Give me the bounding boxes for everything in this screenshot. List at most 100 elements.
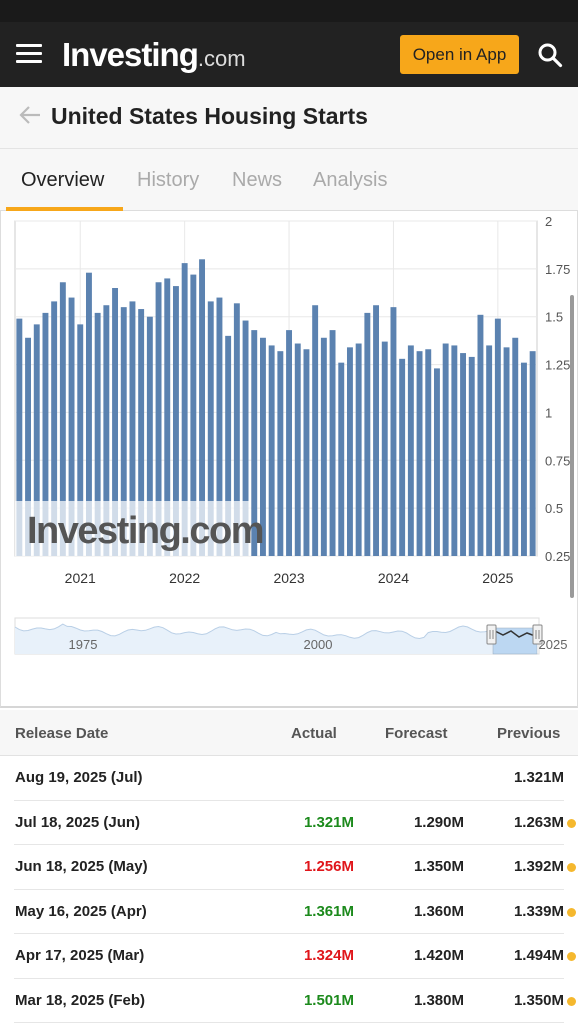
y-tick-label: 2 <box>545 214 552 229</box>
navigator-handle[interactable] <box>532 624 543 645</box>
chart-bar <box>407 345 414 556</box>
watermark-backdrop <box>15 501 251 556</box>
x-tick-label: 2021 <box>65 570 96 586</box>
chart-bar <box>68 297 75 556</box>
hamburger-menu-icon[interactable] <box>16 44 42 64</box>
page-scrollbar[interactable] <box>570 295 574 598</box>
release-date-cell: Apr 17, 2025 (Mar) <box>15 947 145 964</box>
table-row[interactable]: Apr 17, 2025 (Mar) 1.324M 1.420M 1.494M <box>14 934 576 979</box>
y-tick-label: 0.25 <box>545 549 570 564</box>
top-navbar: Investing.com Open in App <box>0 22 578 87</box>
chart-bar <box>520 362 527 556</box>
chart-bar <box>294 343 301 556</box>
x-tick-label: 2024 <box>378 570 409 586</box>
revised-indicator-icon <box>567 818 576 828</box>
table-row[interactable]: Jul 18, 2025 (Jun) 1.321M 1.290M 1.263M <box>14 801 576 845</box>
forecast-cell: 1.420M <box>413 947 464 964</box>
chart-bar <box>346 347 353 556</box>
y-tick-label: 0.75 <box>545 453 570 468</box>
tab-history[interactable]: History <box>137 169 200 191</box>
navigator-label: 2025 <box>539 637 568 652</box>
navigator-area <box>15 624 537 654</box>
chart-bar <box>355 343 362 556</box>
chart-bar <box>477 314 484 556</box>
release-history-table: Release Date Actual Forecast Previous Au… <box>0 710 578 1023</box>
actual-cell: 1.256M <box>303 858 354 875</box>
navigator-handle[interactable] <box>486 624 497 645</box>
chart-bar <box>329 330 336 556</box>
chart-bar <box>77 324 84 556</box>
previous-cell: 1.494M <box>514 947 576 964</box>
forecast-cell: 1.290M <box>413 813 464 831</box>
previous-cell: 1.392M <box>514 858 576 875</box>
chart-bar <box>468 356 475 556</box>
forecast-cell: 1.350M <box>413 858 464 875</box>
header-actual: Actual <box>291 725 337 742</box>
revised-indicator-icon <box>567 952 576 961</box>
chart-bar <box>146 316 153 556</box>
x-tick-label: 2023 <box>273 570 304 586</box>
chart-bar <box>16 318 23 556</box>
back-arrow-icon[interactable] <box>18 103 42 127</box>
search-icon[interactable] <box>537 42 563 68</box>
y-tick-label: 1.25 <box>545 358 570 373</box>
chart-bar <box>320 337 327 556</box>
actual-cell: 1.361M <box>303 902 354 920</box>
chart-bar <box>233 303 240 556</box>
chart-bar <box>338 362 345 556</box>
logo-text: Investing <box>62 36 199 73</box>
chart-bar <box>85 272 92 556</box>
logo-suffix: .com <box>197 46 246 71</box>
revised-indicator-icon <box>567 996 576 1006</box>
release-date-cell: May 16, 2025 (Apr) <box>15 902 147 920</box>
status-bar <box>0 0 578 22</box>
open-in-app-button[interactable]: Open in App <box>400 35 519 74</box>
chart-bar <box>364 312 371 556</box>
table-row[interactable]: May 16, 2025 (Apr) 1.361M 1.360M 1.339M <box>14 890 576 934</box>
release-date-cell: Jul 18, 2025 (Jun) <box>15 813 141 831</box>
chart-bar <box>190 274 197 556</box>
actual-cell: 1.321M <box>303 813 354 831</box>
header-forecast: Forecast <box>385 725 448 742</box>
tab-analysis[interactable]: Analysis <box>313 169 388 191</box>
release-date-cell: Mar 18, 2025 (Feb) <box>15 991 146 1009</box>
chart-bar <box>225 335 232 556</box>
chart-bar <box>425 349 432 556</box>
navigator-selection <box>492 627 538 655</box>
actual-cell: 1.501M <box>303 991 354 1009</box>
chart-bar <box>42 312 49 556</box>
chart-bar <box>94 312 101 556</box>
site-logo[interactable]: Investing.com <box>62 36 246 74</box>
previous-cell: 1.350M <box>514 992 576 1009</box>
tab-news[interactable]: News <box>232 169 283 191</box>
investing-watermark: Investing.com <box>27 510 263 552</box>
chart-bar <box>451 345 458 556</box>
table-header: Release Date Actual Forecast Previous <box>0 710 578 756</box>
chart-bar <box>494 318 501 556</box>
y-tick-label: 1.5 <box>545 310 563 325</box>
housing-starts-chart[interactable]: 2 1.75 1.5 1.25 1 0.75 0.5 0.25 2021 2022 2023 2024… <box>1 211 577 706</box>
chart-bar <box>59 282 66 556</box>
header-release-date: Release Date <box>15 725 109 742</box>
chart-bar <box>172 286 179 556</box>
chart-bar <box>112 288 119 556</box>
release-date-cell: Jun 18, 2025 (May) <box>15 858 148 875</box>
y-tick-label: 0.5 <box>545 501 563 516</box>
revised-indicator-icon <box>567 907 576 917</box>
plot-area <box>14 220 538 557</box>
chart-bar <box>51 301 58 556</box>
chart-bar <box>373 305 380 556</box>
navigator-series <box>14 623 538 640</box>
page-title: United States Housing Starts <box>51 103 368 129</box>
chart-bar <box>199 259 206 556</box>
y-tick-label: 1.75 <box>545 262 570 277</box>
tab-overview[interactable]: Overview <box>21 169 105 191</box>
navigator-label: 1975 <box>69 637 98 652</box>
actual-cell: 1.324M <box>303 947 354 964</box>
table-row[interactable]: Jun 18, 2025 (May) 1.256M 1.350M 1.392M <box>14 845 576 890</box>
table-row[interactable]: Aug 19, 2025 (Jul) 1.321M <box>14 756 564 801</box>
table-row[interactable]: Mar 18, 2025 (Feb) 1.501M 1.380M 1.350M <box>14 979 576 1023</box>
chart-bar <box>529 351 536 556</box>
chart-bar <box>486 345 493 556</box>
chart-bar <box>259 337 266 556</box>
